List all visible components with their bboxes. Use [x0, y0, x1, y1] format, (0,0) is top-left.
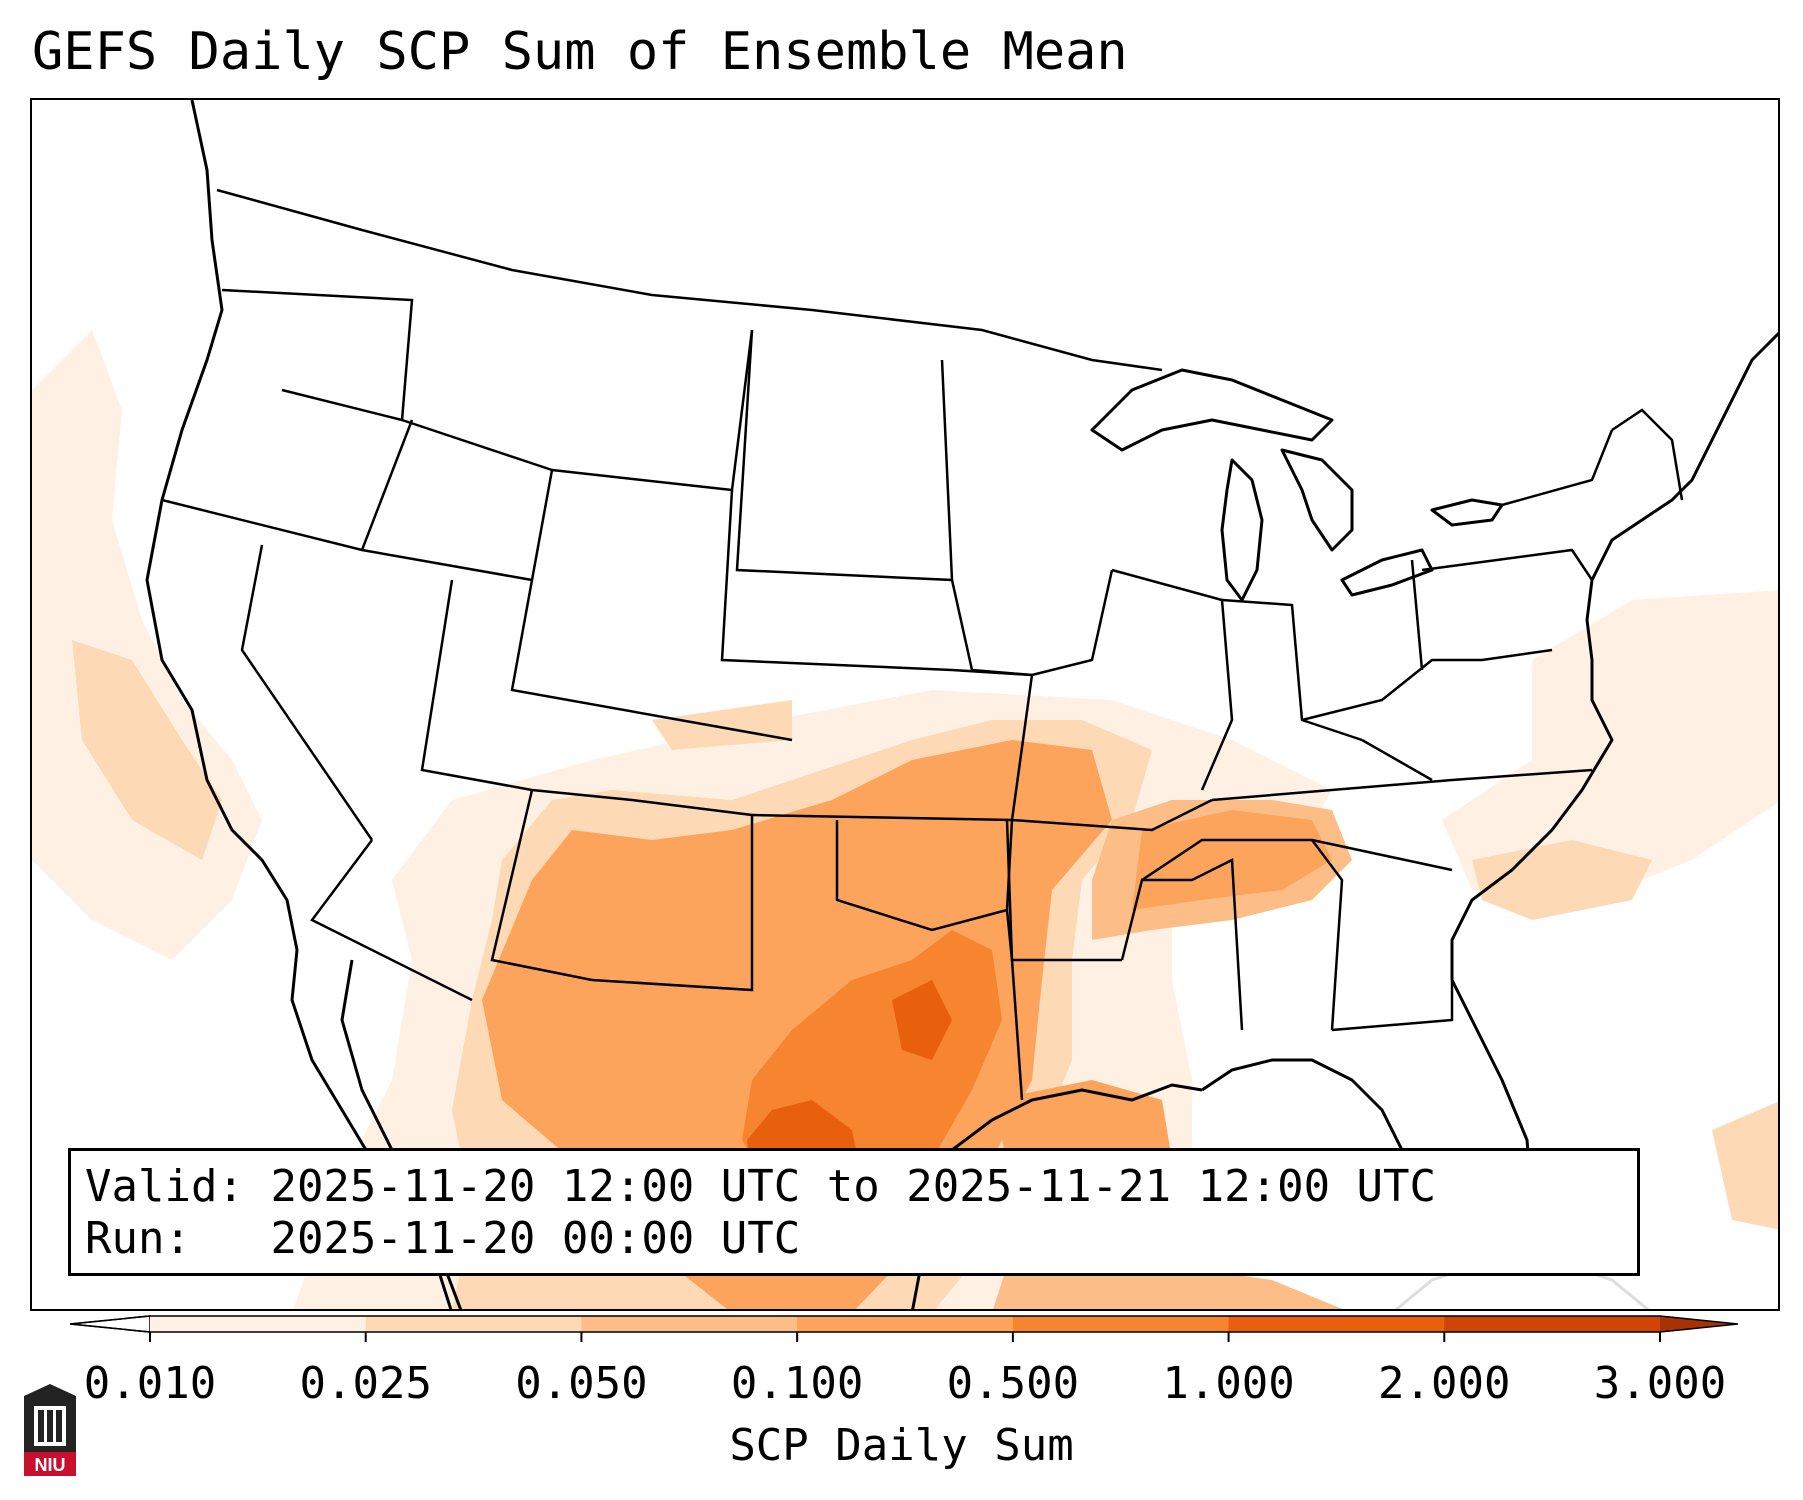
colorbar-tick-label: 0.010: [83, 1358, 217, 1409]
validity-info-box: Valid: 2025-11-20 12:00 UTC to 2025-11-2…: [68, 1148, 1640, 1276]
lake-michigan: [1220, 458, 1264, 602]
colorbar-tick-label: 0.500: [946, 1358, 1080, 1409]
atlantic-coast: [1450, 331, 1778, 980]
scp-region-atlantic-inner: [1472, 840, 1652, 920]
colorbar-tick-label: 3.000: [1593, 1358, 1727, 1409]
map-title: GEFS Daily SCP Sum of Ensemble Mean: [32, 22, 1128, 82]
colorbar-segment-1: [365, 1316, 582, 1332]
colorbar-segment-3: [797, 1316, 1014, 1332]
colorbar-tick-label: 0.100: [730, 1358, 864, 1409]
run-time: 2025-11-20 00:00 UTC: [270, 1213, 801, 1264]
colorbar-tick-label: 0.050: [515, 1358, 648, 1409]
lake-huron: [1280, 448, 1354, 552]
colorbar-tick-label: 0.025: [299, 1358, 432, 1409]
colorbar-tick-label: 2.000: [1378, 1358, 1511, 1409]
logo-text: NIU: [35, 1455, 66, 1475]
lake-ontario: [1430, 498, 1504, 527]
colorbar-segment-5: [1228, 1316, 1445, 1332]
colorbar-extend-high: [1660, 1316, 1738, 1332]
colorbar-segment-6: [1444, 1316, 1661, 1332]
scp-region-pacific-coast: [32, 330, 262, 960]
colorbar: [70, 1315, 1739, 1342]
conus-map: [32, 100, 1778, 1309]
niu-logo: NIU: [24, 1384, 76, 1476]
state-boundaries: [161, 188, 1684, 1101]
colorbar-segment-2: [581, 1316, 798, 1332]
run-label: Run:: [85, 1213, 191, 1264]
colorbar-label: SCP Daily Sum: [729, 1420, 1074, 1471]
colorbar-tick-marks: [149, 1332, 1661, 1342]
scp-region-pacific-coast-inner: [72, 640, 222, 860]
map-panel: Valid: 2025-11-20 12:00 UTC to 2025-11-2…: [30, 98, 1780, 1311]
lake-superior: [1090, 368, 1334, 452]
west-coast: [145, 100, 453, 1309]
colorbar-segment-0: [150, 1316, 367, 1332]
lake-erie: [1340, 548, 1434, 597]
colorbar-tick-label: 1.000: [1162, 1358, 1295, 1409]
valid-time-range: 2025-11-20 12:00 UTC to 2025-11-21 12:00…: [270, 1161, 1437, 1212]
canada-border: [216, 188, 1163, 372]
valid-label: Valid:: [85, 1161, 244, 1212]
colorbar-segments: [70, 1315, 1739, 1333]
colorbar-segment-4: [1012, 1316, 1230, 1332]
colorbar-extend-low: [70, 1315, 151, 1333]
